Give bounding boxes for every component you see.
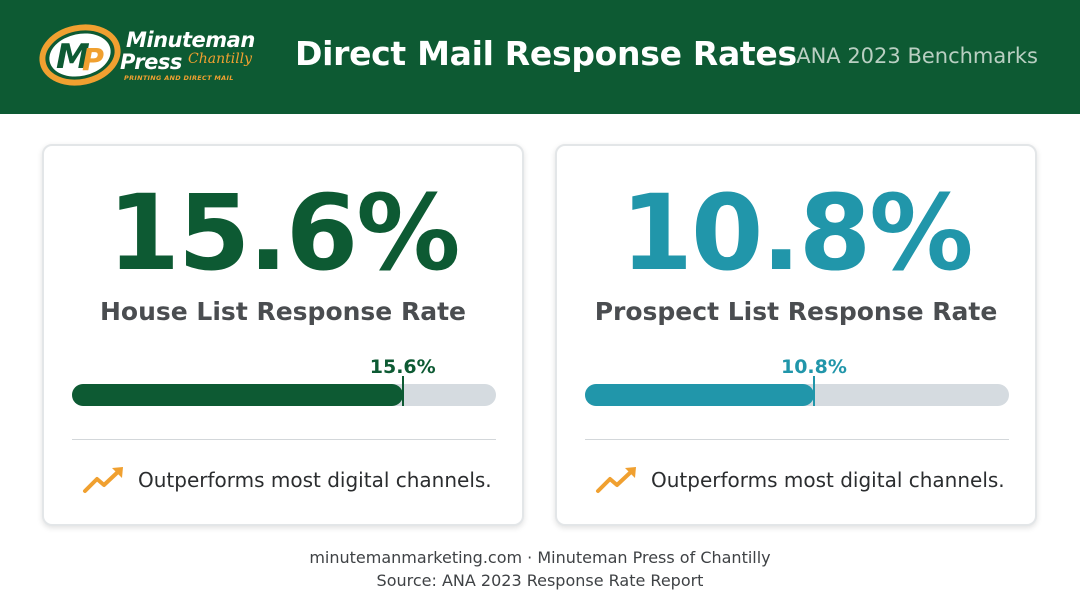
house-list-bar-fill — [72, 384, 403, 406]
prospect-list-big-value: 10.8% — [620, 172, 974, 294]
house-list-bar-label: 15.6% — [369, 356, 436, 378]
prospect-list-bar-track — [585, 384, 1009, 406]
prospect-list-bar-fill — [585, 384, 814, 406]
footer-source: Source: ANA 2023 Response Rate Report — [376, 571, 704, 590]
house-list-label: House List Response Rate — [100, 297, 466, 326]
card-divider — [585, 439, 1009, 440]
page-title: Direct Mail Response Rates — [295, 34, 797, 73]
prospect-list-label: Prospect List Response Rate — [594, 297, 998, 326]
house-list-big-value: 15.6% — [107, 172, 461, 294]
prospect-list-progress: 10.8% — [585, 346, 1009, 408]
header-banner: M P Minuteman Press Chantilly PRINTING A… — [0, 0, 1080, 114]
trending-up-icon — [83, 467, 123, 493]
logo-script-chantilly: Chantilly — [188, 51, 253, 67]
card-divider — [72, 439, 496, 440]
prospect-list-note-row: Outperforms most digital channels. — [595, 462, 1015, 498]
prospect-list-note: Outperforms most digital channels. — [651, 468, 1005, 492]
svg-text:P: P — [82, 43, 104, 78]
prospect-list-bar-marker — [812, 376, 815, 406]
footer-website: minutemanmarketing.com · Minuteman Press… — [309, 548, 771, 567]
prospect-list-card: 10.8% Prospect List Response Rate 10.8% … — [555, 144, 1037, 526]
svg-text:M: M — [56, 37, 90, 77]
trending-up-icon — [596, 467, 636, 493]
house-list-note-row: Outperforms most digital channels. — [82, 462, 502, 498]
house-list-progress: 15.6% — [72, 346, 496, 408]
minuteman-press-logo[interactable]: M P Minuteman Press Chantilly PRINTING A… — [38, 22, 270, 90]
house-list-bar-track — [72, 384, 496, 406]
house-list-bar-marker — [401, 376, 404, 406]
house-list-card: 15.6% House List Response Rate 15.6% Out… — [42, 144, 524, 526]
mp-logo-icon: M P — [39, 24, 121, 86]
logo-word-press: Press — [120, 50, 182, 74]
logo-tagline: PRINTING AND DIRECT MAIL — [124, 74, 234, 82]
logo-word-minuteman: Minuteman — [126, 28, 255, 52]
page-subtitle: ANA 2023 Benchmarks — [796, 44, 1038, 68]
prospect-list-bar-label: 10.8% — [780, 356, 847, 378]
house-list-note: Outperforms most digital channels. — [138, 468, 492, 492]
